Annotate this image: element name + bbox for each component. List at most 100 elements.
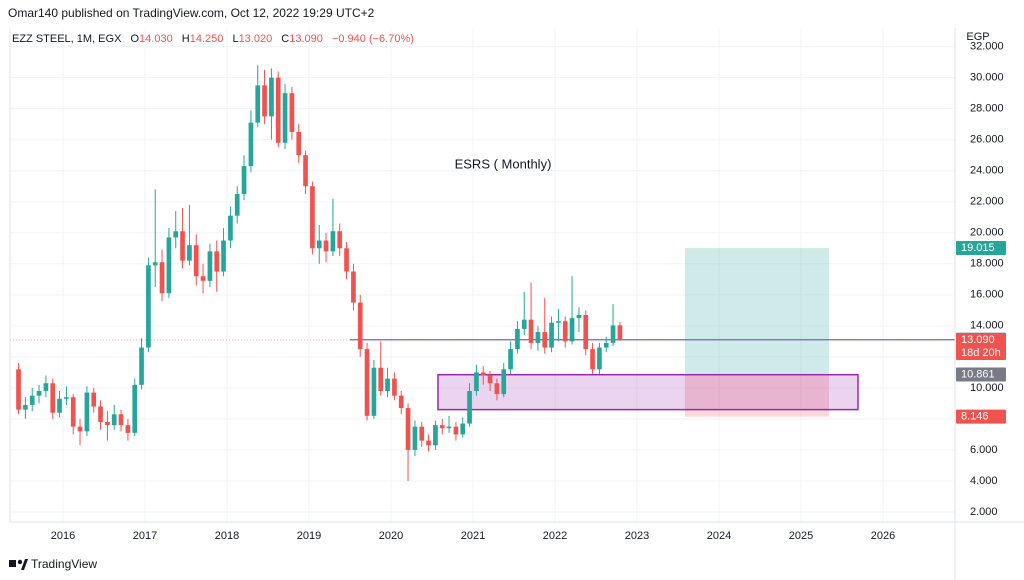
candle-body bbox=[508, 349, 513, 370]
x-tick-label: 2016 bbox=[51, 530, 75, 542]
position-target-zone bbox=[684, 248, 829, 375]
legend-change: −0.940 (−6.70%) bbox=[332, 33, 414, 45]
candle-body bbox=[234, 193, 240, 216]
candle-body bbox=[419, 426, 425, 441]
candle-body bbox=[433, 425, 438, 446]
candle-body bbox=[542, 332, 548, 348]
y-tick-label: 30.000 bbox=[970, 72, 1004, 84]
candle-body bbox=[480, 372, 486, 376]
candle-body bbox=[583, 314, 589, 350]
legend-value: 14.250 bbox=[190, 33, 224, 45]
symbol: EZZ STEEL, 1M, EGX bbox=[12, 33, 122, 45]
candle-body bbox=[221, 240, 226, 272]
brand-logo bbox=[9, 559, 28, 570]
candle-body bbox=[351, 271, 356, 303]
price-label: 8.146 bbox=[961, 411, 989, 423]
candle-body bbox=[371, 367, 377, 416]
candle-body bbox=[303, 155, 308, 187]
candle-body bbox=[43, 383, 49, 391]
candle-body bbox=[50, 383, 56, 413]
candle-body bbox=[515, 328, 520, 350]
candle-body bbox=[535, 332, 541, 343]
candle-body bbox=[460, 423, 466, 435]
candle-body bbox=[603, 342, 609, 348]
candle-body bbox=[549, 322, 554, 348]
price-label-box bbox=[956, 332, 1006, 360]
price-label-countdown: 18d 20h bbox=[961, 347, 1001, 359]
annotation: ESRS ( Monthly) bbox=[455, 156, 552, 171]
candle-body bbox=[474, 372, 479, 391]
candle-body bbox=[105, 422, 110, 426]
candle-body bbox=[111, 414, 117, 426]
candle-body bbox=[617, 325, 623, 340]
brand: TradingView bbox=[31, 557, 97, 571]
x-tick-label: 2017 bbox=[133, 530, 157, 542]
candle-body bbox=[426, 440, 431, 446]
price-label-box bbox=[956, 409, 1006, 424]
logo-part bbox=[17, 559, 23, 565]
candle-body bbox=[467, 390, 472, 424]
legend: EZZ STEEL, 1M, EGX O14.030 H14.250 L13.0… bbox=[12, 33, 414, 45]
x-tick-label: 2022 bbox=[543, 530, 567, 542]
candle-body bbox=[344, 248, 349, 272]
x-tick-label: 2026 bbox=[871, 530, 895, 542]
candle-body bbox=[207, 251, 213, 281]
candle-body bbox=[337, 231, 343, 249]
candle-body bbox=[269, 77, 274, 117]
x-tick-label: 2024 bbox=[707, 530, 731, 542]
price-label: 13.090 bbox=[961, 334, 995, 346]
candle-body bbox=[23, 404, 28, 410]
x-tick-label: 2018 bbox=[215, 530, 239, 542]
legend-key: H bbox=[182, 33, 190, 45]
candle-body bbox=[364, 349, 370, 416]
candle-body bbox=[77, 426, 83, 432]
candle-body bbox=[16, 369, 21, 410]
candle-body bbox=[193, 245, 199, 277]
price-label: 10.861 bbox=[961, 368, 995, 380]
candle-body bbox=[262, 85, 267, 117]
candle-body bbox=[91, 392, 97, 407]
candle-body bbox=[412, 426, 418, 450]
candle-body bbox=[296, 131, 302, 156]
candle-body bbox=[200, 276, 206, 281]
candle-body bbox=[241, 166, 247, 194]
candle-body bbox=[562, 321, 568, 342]
y-tick-label: 24.000 bbox=[970, 165, 1004, 177]
grid-layer bbox=[10, 28, 955, 522]
candle-body bbox=[439, 425, 445, 429]
candle-body bbox=[569, 318, 575, 342]
y-tick-label: 10.000 bbox=[970, 382, 1004, 394]
y-tick-label: 4.000 bbox=[970, 475, 998, 487]
x-tick-label: 2020 bbox=[379, 530, 403, 542]
candle-body bbox=[405, 408, 411, 450]
candle-body bbox=[152, 262, 158, 266]
y-tick-label: 16.000 bbox=[970, 289, 1004, 301]
candle-body bbox=[487, 375, 493, 384]
candle-body bbox=[385, 378, 390, 391]
candle-body bbox=[597, 347, 602, 370]
candle-body bbox=[57, 398, 62, 413]
candle-body bbox=[610, 325, 616, 343]
legend-value: 13.020 bbox=[239, 33, 273, 45]
legend-key: O bbox=[130, 33, 139, 45]
candle-body bbox=[36, 390, 42, 396]
candle-body bbox=[446, 426, 452, 429]
candle-body bbox=[392, 378, 397, 396]
candle-body bbox=[214, 251, 220, 272]
y-tick-label: 20.000 bbox=[970, 227, 1004, 239]
candle-body bbox=[159, 262, 165, 294]
price-label-box bbox=[956, 241, 1006, 256]
y-tick-label: 28.000 bbox=[970, 103, 1004, 115]
y-tick-label: 32.000 bbox=[970, 41, 1004, 53]
candle-body bbox=[139, 347, 144, 385]
candle-body bbox=[590, 349, 595, 370]
candle-body bbox=[146, 265, 151, 348]
y-unit: EGP bbox=[966, 31, 989, 43]
candle-body bbox=[64, 397, 69, 399]
y-tick-label: 22.000 bbox=[970, 196, 1004, 208]
candles-layer bbox=[16, 65, 623, 481]
candle-body bbox=[323, 240, 329, 252]
x-tick-label: 2023 bbox=[625, 530, 649, 542]
